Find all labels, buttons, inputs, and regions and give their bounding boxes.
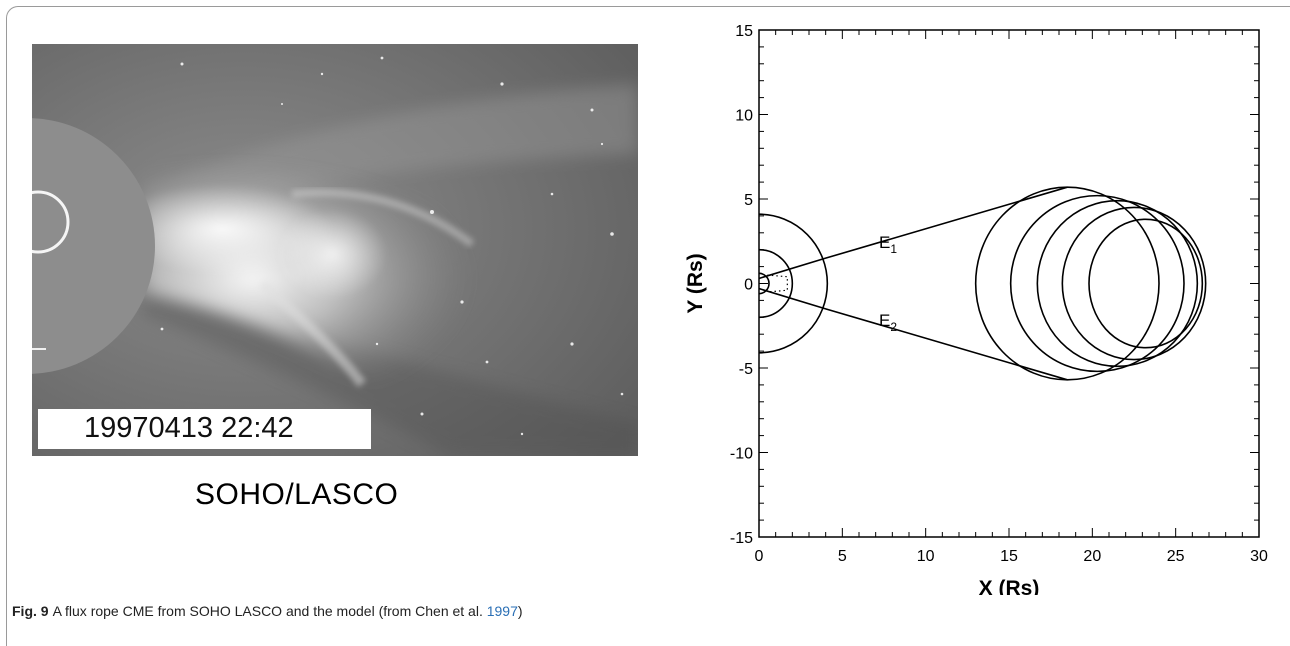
flux-rope-leg <box>759 287 1068 381</box>
caption-text: A flux rope CME from SOHO LASCO and the … <box>52 603 487 619</box>
sun-circle <box>759 248 794 319</box>
dotted-foot <box>767 274 788 293</box>
x-tick-label: 30 <box>1250 548 1268 565</box>
y-tick-label: -10 <box>730 446 753 463</box>
leg-label: E1 <box>879 233 897 256</box>
sun-circle <box>759 272 770 295</box>
sun-circle <box>759 213 829 354</box>
caption-close: ) <box>517 603 523 619</box>
timestamp-box: 19970413 22:42 <box>38 409 371 449</box>
flux-rope-model-plot: 0 5 10 15 20 25 30 15 10 5 0 -5 -10 -15 X (Rs) Y (Rs) E1… <box>684 23 1268 595</box>
leg-label-subscript: 2 <box>890 320 897 334</box>
timestamp-label: 19970413 22:42 <box>84 412 294 444</box>
y-tick-label: -15 <box>730 530 753 547</box>
flux-rope-circle <box>974 186 1160 381</box>
y-tick-label: 5 <box>744 192 753 209</box>
flux-rope-circle <box>1009 194 1185 373</box>
citation-link[interactable]: 1997 <box>486 603 518 619</box>
figure-frame <box>6 6 1290 646</box>
coronagraph-picture <box>32 44 638 456</box>
y-tick-label: 0 <box>744 277 753 294</box>
figure-label: Fig. 9 <box>12 603 49 619</box>
lasco-image: 19970413 22:42 <box>32 44 638 456</box>
plot-content <box>759 186 1207 381</box>
x-tick-label: 5 <box>838 548 847 565</box>
leg-label: E2 <box>879 311 897 334</box>
flux-rope-leg <box>759 186 1068 280</box>
flux-rope-circle <box>1061 206 1207 361</box>
x-tick-label: 20 <box>1083 548 1101 565</box>
leg-label-subscript: 1 <box>890 242 897 256</box>
y-tick-label: -5 <box>739 361 753 378</box>
instrument-caption: SOHO/LASCO <box>195 478 399 511</box>
x-tick-label: 15 <box>1000 548 1018 565</box>
x-tick-label: 25 <box>1167 548 1185 565</box>
x-tick-label: 0 <box>755 548 764 565</box>
y-axis-label: Y (Rs) <box>684 253 707 313</box>
y-tick-label: 10 <box>735 108 753 125</box>
flux-rope-circle <box>1088 218 1204 349</box>
flux-rope-circle <box>1036 199 1199 368</box>
x-tick-label: 10 <box>917 548 935 565</box>
y-tick-label: 15 <box>735 23 753 40</box>
x-axis-label: X (Rs) <box>979 577 1040 595</box>
